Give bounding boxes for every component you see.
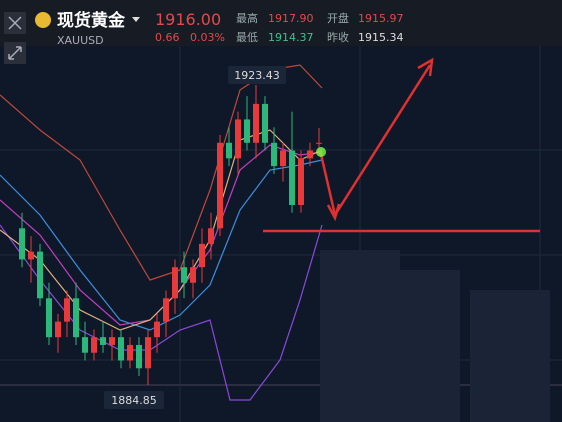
- candle-body: [316, 142, 322, 144]
- change: 0.66: [155, 31, 180, 44]
- candle-body: [145, 337, 151, 369]
- stat-value: 1915.97: [358, 12, 404, 25]
- candle-body: [82, 337, 88, 353]
- stat-label: 最高: [236, 11, 258, 25]
- candle-body: [253, 103, 259, 143]
- candle-body: [217, 142, 223, 229]
- candle-body: [46, 298, 52, 338]
- candle-body: [73, 298, 79, 338]
- stat-label: 开盘: [327, 11, 349, 25]
- candle-body: [190, 267, 196, 283]
- stat-value: 1914.37: [268, 31, 314, 44]
- candle-body: [136, 344, 142, 369]
- candle-body: [262, 103, 268, 143]
- label-box: [228, 66, 286, 84]
- stat-label: 最低: [236, 31, 258, 44]
- candle-body: [118, 337, 124, 361]
- candle-body: [163, 298, 169, 322]
- close-icon: [8, 16, 22, 30]
- candle-body: [154, 321, 160, 338]
- current-point: [316, 147, 326, 157]
- price: 1916.00: [155, 10, 221, 29]
- candle-body: [181, 267, 187, 283]
- candles: [19, 85, 322, 385]
- candle-body: [109, 337, 115, 345]
- stat-value: 1917.90: [268, 12, 314, 25]
- symbol: XAUUSD: [57, 34, 104, 47]
- candle-body: [307, 150, 313, 159]
- candle-body: [127, 344, 133, 361]
- candle-body: [271, 142, 277, 167]
- candle-body: [172, 267, 178, 299]
- candle-body: [235, 119, 241, 159]
- stat-value: 1915.34: [358, 31, 404, 44]
- candle-body: [244, 119, 250, 143]
- candle-body: [100, 337, 106, 345]
- candle-body: [55, 321, 61, 338]
- candle-body: [289, 150, 295, 205]
- high-label: 1923.43: [234, 69, 280, 82]
- change-pct: 0.03%: [190, 31, 225, 44]
- header-bar: [0, 0, 562, 46]
- gold-icon: [35, 12, 51, 28]
- candle-body: [208, 228, 214, 244]
- dropdown[interactable]: [132, 17, 140, 22]
- candle-body: [298, 158, 304, 205]
- candle-body: [37, 251, 43, 299]
- title: 现货黄金: [57, 10, 126, 31]
- candle-body: [64, 298, 70, 322]
- label-box: [104, 391, 164, 409]
- candle-body: [28, 251, 34, 260]
- candle-body: [280, 150, 286, 167]
- building-backdrop: [320, 250, 550, 422]
- candle-body: [19, 228, 25, 260]
- candle-body: [226, 142, 232, 159]
- resize-icon: [8, 46, 22, 60]
- stat-label: 昨收: [327, 30, 349, 44]
- candle-body: [91, 337, 97, 353]
- candle-body: [199, 243, 205, 268]
- low-label: 1884.85: [111, 394, 157, 407]
- arrows: [318, 57, 434, 222]
